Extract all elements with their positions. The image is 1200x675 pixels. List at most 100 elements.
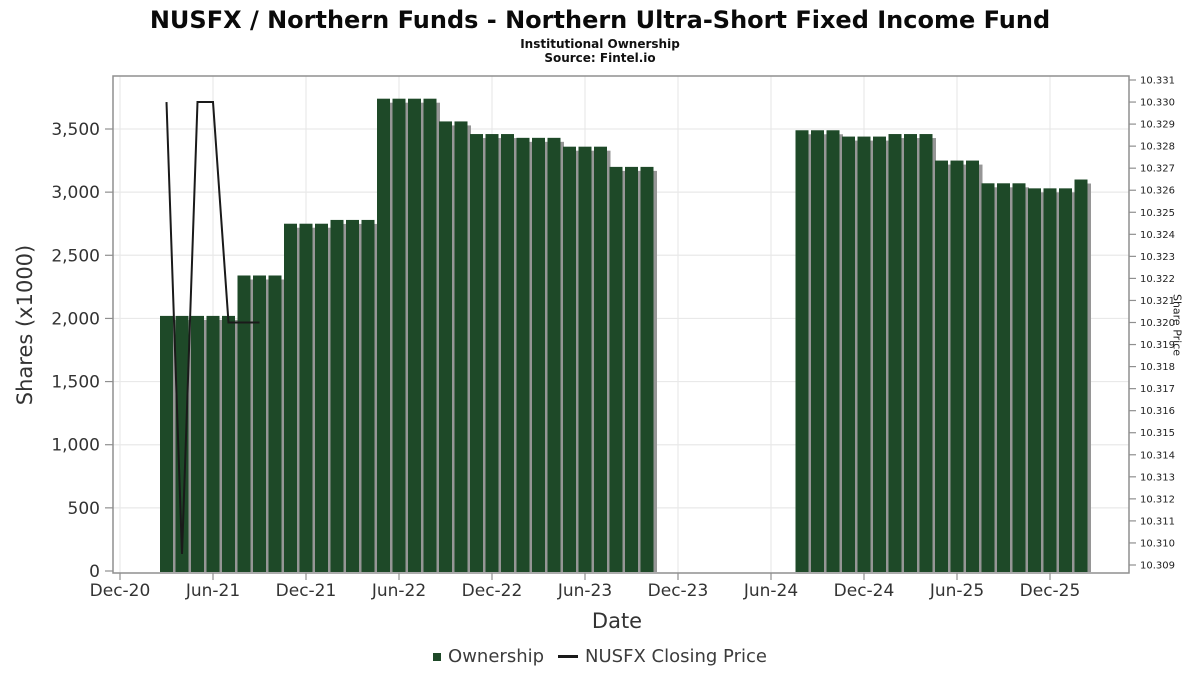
left-axis-tick-label: 3,000 [51,183,100,203]
ownership-bar[interactable] [981,183,995,572]
ownership-bar[interactable] [454,121,468,573]
right-axis-tick-label: 10.329 [1140,120,1175,131]
ownership-bar[interactable] [1059,188,1072,572]
ownership-bar[interactable] [594,146,607,572]
ownership-bar[interactable] [966,160,979,573]
ownership-bar[interactable] [346,219,359,572]
ownership-bar[interactable] [299,223,313,572]
legend-item-ownership[interactable]: Ownership [433,646,544,667]
right-axis-tick-label: 10.319 [1140,340,1175,351]
ownership-bar[interactable] [516,137,530,572]
ownership-bar[interactable] [392,98,406,572]
ownership-bar[interactable] [501,134,514,572]
ownership-bar[interactable] [485,134,499,572]
ownership-bar[interactable] [547,137,561,572]
right-axis-tick-label: 10.327 [1140,164,1175,175]
right-axis-tick-label: 10.317 [1140,384,1175,395]
right-axis-tick-label: 10.313 [1140,472,1175,483]
right-axis-tick-label: 10.331 [1140,76,1175,87]
x-axis-tick-label: Dec-21 [276,581,337,601]
ownership-bar[interactable] [1028,188,1041,572]
right-axis-tick-label: 10.312 [1140,494,1175,505]
left-axis-tick-label: 2,000 [51,309,100,329]
ownership-bar[interactable] [997,183,1010,572]
right-axis-tick-label: 10.326 [1140,186,1175,197]
x-axis-tick-label: Dec-23 [648,581,709,601]
left-axis-tick-label: 1,500 [51,373,100,393]
ownership-bar[interactable] [625,166,638,572]
right-axis-tick-label: 10.309 [1140,561,1175,572]
plot-border [112,75,1130,574]
ownership-bar[interactable] [873,136,886,572]
ownership-bar[interactable] [563,146,576,572]
x-axis-tick-label: Jun-23 [557,581,612,601]
ownership-bar[interactable] [222,315,235,572]
ownership-bar[interactable] [284,223,297,572]
ownership-bar[interactable] [408,98,421,572]
ownership-bar[interactable] [578,146,592,572]
right-axis-tick-label: 10.330 [1140,98,1175,109]
ownership-bar[interactable] [470,134,483,572]
x-axis-tick-label: Dec-20 [90,581,151,601]
ownership-bar[interactable] [857,136,871,572]
ownership-bar[interactable] [1043,188,1057,572]
left-axis-tick-label: 3,500 [51,120,100,140]
chart-subtitle: Institutional Ownership [520,37,680,51]
ownership-bar[interactable] [175,315,189,572]
left-axis-tick-label: 500 [68,499,100,519]
right-axis-tick-label: 10.322 [1140,274,1175,285]
ownership-bar[interactable] [377,98,390,572]
right-axis-tick-label: 10.320 [1140,318,1175,329]
x-axis-tick-label: Jun-22 [371,581,426,601]
ownership-bar[interactable] [919,134,933,572]
ownership-bar[interactable] [842,136,855,572]
x-axis-tick-label: Jun-21 [185,581,240,601]
y-axis-label-shares: Shares (x1000) [13,244,37,406]
right-axis-tick-label: 10.314 [1140,450,1175,461]
ownership-bar[interactable] [206,315,220,572]
ownership-bar[interactable] [640,166,654,572]
right-axis-tick-label: 10.321 [1140,296,1175,307]
ownership-bar[interactable] [950,160,964,573]
legend-ownership-label: Ownership [448,646,545,667]
right-axis-tick-label: 10.311 [1140,516,1175,527]
ownership-bar[interactable] [423,98,437,572]
legend: Ownership NUSFX Closing Price [0,646,1200,667]
right-axis-tick-label: 10.315 [1140,428,1175,439]
ownership-bar[interactable] [315,223,328,572]
ownership-bar[interactable] [826,130,840,572]
left-axis-tick-label: 0 [89,562,100,582]
ownership-bar[interactable] [1074,179,1088,572]
ownership-bar[interactable] [361,219,375,572]
x-axis-tick-label: Dec-22 [462,581,523,601]
ownership-bar[interactable] [532,137,545,572]
ownership-bar[interactable] [439,121,452,573]
ownership-bar[interactable] [811,130,824,572]
right-axis-tick-label: 10.310 [1140,538,1175,549]
ownership-bar[interactable] [330,219,344,572]
ownership-bar[interactable] [237,275,251,572]
ownership-bar[interactable] [888,134,902,572]
closing-price-line[interactable] [165,101,260,555]
ownership-bar[interactable] [609,166,623,572]
closing-price-line-icon [558,655,579,658]
ownership-bar[interactable] [1012,183,1026,572]
ownership-bar[interactable] [268,275,282,572]
ownership-bar[interactable] [904,134,917,572]
x-axis-tick-label: Jun-24 [743,581,798,601]
ownership-bar[interactable] [935,160,948,573]
x-axis-label-date: Date [591,609,643,633]
right-axis-tick-label: 10.318 [1140,362,1175,373]
legend-item-closing-price[interactable]: NUSFX Closing Price [558,646,767,667]
x-axis-tick-label: Dec-25 [1020,581,1081,601]
ownership-bar[interactable] [253,275,266,572]
x-axis-tick-label: Jun-25 [929,581,984,601]
ownership-bar[interactable] [795,130,809,572]
ownership-swatch-icon [433,652,442,661]
right-axis-tick-label: 10.323 [1140,252,1175,263]
chart-title: NUSFX / Northern Funds - Northern Ultra-… [149,6,1051,34]
ownership-bar[interactable] [191,315,204,572]
ownership-bar[interactable] [160,315,173,572]
